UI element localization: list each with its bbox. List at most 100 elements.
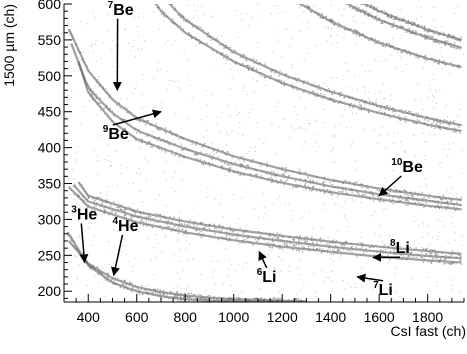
noise-point bbox=[263, 142, 265, 144]
noise-point bbox=[308, 211, 310, 213]
noise-point bbox=[291, 63, 294, 65]
noise-point bbox=[229, 116, 231, 118]
noise-point bbox=[391, 54, 393, 57]
noise-point bbox=[364, 70, 366, 72]
band-point bbox=[294, 1, 296, 3]
band-point bbox=[407, 19, 410, 22]
noise-point bbox=[235, 10, 237, 12]
band-point bbox=[397, 198, 400, 200]
band-point bbox=[205, 152, 208, 155]
band-point bbox=[294, 180, 297, 182]
noise-point bbox=[115, 150, 117, 152]
noise-point bbox=[433, 78, 435, 80]
band-point bbox=[446, 200, 449, 202]
band-point bbox=[386, 21, 388, 23]
noise-point bbox=[343, 79, 345, 81]
band-point bbox=[268, 232, 271, 235]
band-point bbox=[405, 118, 407, 120]
band-point bbox=[272, 237, 274, 240]
band-point bbox=[307, 248, 310, 250]
band-point bbox=[98, 84, 101, 87]
band-point bbox=[352, 7, 355, 9]
band-point bbox=[386, 14, 389, 17]
band-point bbox=[446, 122, 448, 125]
band-point bbox=[371, 15, 373, 17]
band-point bbox=[342, 188, 344, 190]
band-point bbox=[243, 165, 246, 168]
band-point bbox=[293, 0, 295, 2]
noise-point bbox=[161, 102, 163, 104]
band-point bbox=[149, 124, 152, 126]
band-point bbox=[326, 243, 328, 245]
band-point bbox=[384, 112, 386, 114]
band-point bbox=[246, 164, 248, 166]
band-point bbox=[389, 105, 392, 108]
band-point bbox=[127, 288, 129, 291]
band-point bbox=[107, 278, 109, 281]
band-point bbox=[448, 262, 451, 265]
band-point bbox=[227, 151, 230, 153]
band-point bbox=[304, 303, 306, 305]
band-point bbox=[168, 226, 171, 228]
band-point bbox=[308, 249, 310, 252]
band-point bbox=[339, 0, 341, 1]
noise-point bbox=[355, 169, 358, 171]
band-point bbox=[372, 200, 375, 202]
noise-point bbox=[166, 70, 168, 72]
band-point bbox=[342, 1, 344, 3]
band-point bbox=[411, 251, 413, 254]
noise-point bbox=[394, 273, 396, 275]
band-point bbox=[352, 32, 354, 34]
noise-point bbox=[371, 215, 373, 217]
noise-point bbox=[80, 238, 82, 240]
band-point bbox=[362, 108, 365, 110]
band-point bbox=[447, 34, 450, 36]
band-point bbox=[417, 200, 419, 202]
noise-point bbox=[356, 21, 358, 23]
band-point bbox=[351, 97, 354, 100]
band-point bbox=[222, 297, 224, 299]
band-point bbox=[141, 293, 144, 296]
band-point bbox=[270, 181, 273, 183]
noise-point bbox=[118, 203, 120, 205]
band-point bbox=[242, 56, 244, 59]
band-point bbox=[277, 297, 280, 299]
noise-point bbox=[431, 236, 434, 238]
band-point bbox=[204, 298, 207, 300]
band-point bbox=[399, 25, 402, 27]
band-point bbox=[173, 218, 175, 220]
band-point bbox=[379, 105, 382, 107]
band-point bbox=[322, 181, 324, 184]
band-point bbox=[124, 284, 127, 287]
band-point bbox=[76, 48, 79, 51]
noise-point bbox=[183, 52, 185, 54]
band-point bbox=[83, 199, 85, 202]
band-point bbox=[365, 10, 367, 12]
noise-point bbox=[87, 227, 89, 229]
band-point bbox=[435, 38, 438, 40]
band-point bbox=[207, 226, 209, 228]
band-point bbox=[183, 16, 185, 19]
noise-point bbox=[111, 252, 113, 254]
band-point bbox=[168, 143, 171, 146]
band-point bbox=[408, 252, 411, 254]
band-point bbox=[268, 245, 270, 248]
noise-point bbox=[420, 99, 422, 101]
band-point bbox=[420, 256, 423, 259]
noise-point bbox=[414, 220, 416, 222]
noise-point bbox=[111, 165, 113, 167]
band-point bbox=[423, 196, 425, 199]
band-point bbox=[449, 198, 452, 201]
noise-point bbox=[453, 13, 455, 15]
band-point bbox=[363, 2, 365, 4]
noise-point bbox=[242, 267, 244, 269]
band-point bbox=[112, 282, 114, 285]
band-point bbox=[287, 245, 289, 247]
band-point bbox=[364, 100, 367, 102]
band-point bbox=[194, 142, 197, 145]
band-point bbox=[139, 291, 142, 293]
noise-point bbox=[130, 50, 132, 52]
x-axis-title: CsI fast (ch) bbox=[391, 323, 466, 339]
isotope-mass-number: 4 bbox=[112, 216, 118, 227]
band-point bbox=[116, 103, 118, 106]
